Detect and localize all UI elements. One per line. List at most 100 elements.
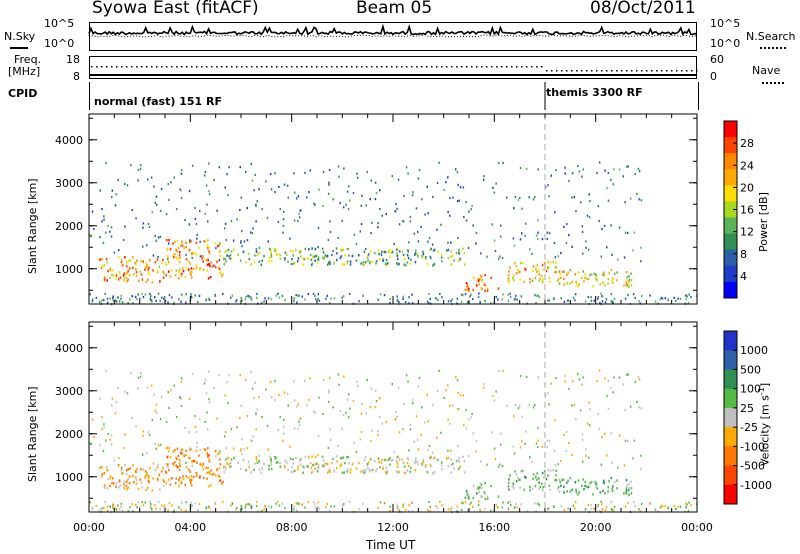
power-near-cell — [190, 295, 193, 298]
power-cell — [369, 260, 371, 264]
power-cell — [574, 273, 577, 276]
power-cell — [127, 260, 130, 263]
velocity-cell — [513, 487, 515, 490]
velocity-cell — [593, 480, 596, 483]
velocity-cell — [292, 462, 294, 465]
power-noise-cell — [241, 245, 243, 248]
power-near-cell — [507, 293, 509, 296]
power-noise-cell — [428, 236, 431, 240]
power-cell — [626, 276, 628, 279]
power-noise-cell — [111, 189, 114, 192]
freq-dot — [661, 70, 663, 72]
power-noise-cell — [327, 192, 330, 195]
power-cell — [421, 255, 424, 259]
power-cell — [561, 270, 564, 274]
velocity-cell — [327, 471, 329, 474]
velocity-cell — [472, 496, 475, 500]
velocity-near-cell — [478, 500, 480, 503]
velocity-cell — [612, 485, 614, 488]
power-ytick-label: 2000 — [55, 220, 83, 233]
power-near-cell — [408, 296, 410, 299]
noise-right-tick-bottom: 10^0 — [710, 37, 741, 50]
power-cell — [313, 255, 316, 258]
power-near-cell — [95, 296, 98, 299]
velocity-cell — [268, 468, 270, 471]
date-title: 08/Oct/2011 — [590, 0, 696, 18]
power-cell — [577, 285, 579, 288]
velocity-cell — [202, 468, 204, 471]
power-near-cell — [296, 301, 298, 304]
power-colorbar-swatch — [724, 185, 737, 202]
velocity-noise-cell — [343, 375, 345, 378]
power-cell — [168, 238, 170, 242]
power-noise-cell — [113, 251, 116, 254]
velocity-noise-cell — [462, 394, 465, 397]
power-near-cell — [106, 297, 109, 300]
velocity-noise-cell — [293, 427, 296, 430]
power-noise-cell — [246, 206, 248, 210]
velocity-noise-cell — [432, 457, 435, 460]
velocity-near-cell — [479, 510, 481, 513]
velocity-noise-cell — [371, 429, 373, 432]
freq-dot — [366, 66, 368, 68]
power-cell — [625, 279, 628, 282]
velocity-noise-cell — [548, 440, 551, 443]
power-cell — [611, 281, 614, 285]
velocity-noise-cell — [624, 439, 627, 442]
power-colorbar-title: Power [dB] — [757, 192, 770, 252]
velocity-cell — [497, 495, 500, 498]
velocity-cell — [625, 479, 628, 482]
velocity-noise-cell — [588, 424, 591, 427]
power-near-cell — [134, 295, 137, 298]
power-cell — [467, 289, 470, 293]
velocity-cell — [222, 480, 224, 484]
power-cell — [630, 272, 632, 275]
velocity-near-cell — [574, 507, 576, 510]
power-noise-cell — [279, 207, 281, 210]
velocity-near-cell — [318, 507, 321, 510]
velocity-noise-cell — [546, 445, 548, 448]
velocity-near-cell — [235, 508, 237, 511]
velocity-noise-cell — [384, 459, 387, 462]
velocity-noise-cell — [243, 448, 246, 451]
velocity-near-cell — [439, 500, 441, 503]
freq-left-tick-top: 18 — [66, 53, 80, 66]
power-noise-cell — [180, 172, 183, 175]
velocity-near-cell — [180, 508, 182, 511]
power-near-cell — [240, 297, 242, 300]
power-cell — [582, 270, 585, 273]
power-near-cell — [538, 296, 541, 299]
velocity-noise-cell — [322, 378, 325, 382]
power-colorbar-tick-label: 28 — [740, 137, 754, 150]
velocity-noise-cell — [155, 403, 158, 406]
power-cell — [120, 260, 123, 264]
power-cell — [529, 281, 531, 284]
velocity-noise-cell — [208, 401, 211, 404]
power-cell — [507, 279, 510, 282]
velocity-noise-cell — [159, 417, 162, 421]
power-near-cell — [477, 295, 480, 298]
velocity-noise-cell — [501, 465, 504, 468]
power-noise-cell — [524, 234, 526, 237]
power-cell — [594, 275, 597, 278]
power-noise-cell — [506, 196, 508, 199]
velocity-near-cell — [167, 509, 169, 512]
velocity-noise-cell — [563, 433, 565, 436]
power-cell — [129, 259, 131, 262]
velocity-noise-cell — [465, 427, 468, 430]
freq-dot — [511, 66, 513, 68]
power-noise-cell — [426, 185, 428, 188]
power-near-cell — [574, 293, 577, 296]
power-noise-cell — [130, 164, 132, 167]
velocity-noise-cell — [596, 379, 598, 383]
power-cell — [548, 276, 551, 279]
power-noise-cell — [607, 199, 610, 202]
velocity-cell — [363, 471, 366, 474]
velocity-cell — [346, 470, 349, 473]
power-noise-cell — [240, 240, 242, 243]
power-cell — [480, 275, 483, 278]
velocity-cell — [223, 471, 225, 474]
velocity-cell — [158, 473, 161, 477]
velocity-cell — [250, 471, 252, 474]
power-near-cell — [277, 292, 279, 295]
